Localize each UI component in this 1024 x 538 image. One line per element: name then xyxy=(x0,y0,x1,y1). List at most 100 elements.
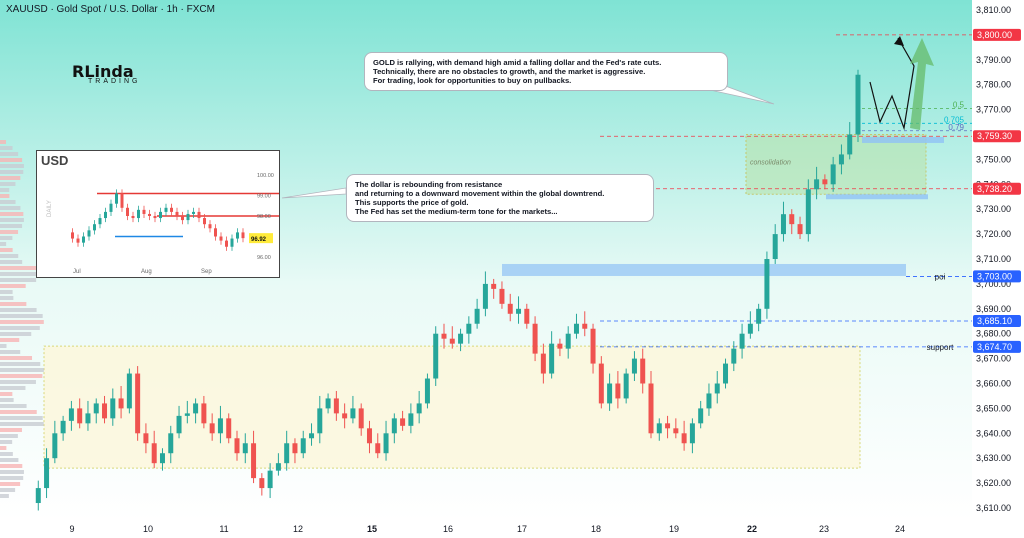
time-tick: 10 xyxy=(143,524,153,534)
time-tick: 11 xyxy=(219,524,228,534)
candle-body xyxy=(838,154,844,165)
candle-body xyxy=(814,179,820,190)
time-tick: 24 xyxy=(895,524,905,534)
price-tag xyxy=(973,340,1021,353)
volume-profile-bar xyxy=(0,434,18,438)
consolidation-label: consolidation xyxy=(750,160,791,167)
inset-candle-body xyxy=(87,230,91,237)
inset-candle-body xyxy=(71,232,74,239)
logo-sub: TRADING xyxy=(88,78,141,85)
dollar-callout: The dollar is rebounding from resistance… xyxy=(346,174,654,222)
volume-profile-bar xyxy=(0,350,21,354)
inset-candle-body xyxy=(175,211,179,216)
volume-profile-bar xyxy=(0,272,43,276)
candle-body xyxy=(557,343,563,349)
inset-candle-body xyxy=(109,203,113,212)
candle-body xyxy=(358,408,364,429)
price-tick: 3,710.00 xyxy=(976,254,1011,264)
candle-body xyxy=(756,308,762,324)
support-zone xyxy=(43,345,861,469)
candle-body xyxy=(805,189,811,235)
inset-time-tick: Sep xyxy=(201,269,212,275)
candle-body xyxy=(499,288,505,304)
time-axis xyxy=(0,520,1024,538)
volume-profile-bar xyxy=(0,482,21,486)
time-tick: 15 xyxy=(367,524,377,534)
candle-body xyxy=(375,443,381,454)
volume-profile-bar xyxy=(0,494,9,498)
candle-body xyxy=(433,333,439,379)
candle-body xyxy=(698,408,704,424)
time-tick: 19 xyxy=(669,524,679,534)
candle-body xyxy=(855,74,861,135)
volume-profile-bar xyxy=(0,428,22,432)
candle-body xyxy=(524,308,530,324)
consolidation-base-bar xyxy=(826,194,928,200)
volume-profile-bar xyxy=(0,308,37,312)
price-tick: 3,650.00 xyxy=(976,403,1011,413)
candle-body xyxy=(631,358,637,374)
price-tick: 3,700.00 xyxy=(976,279,1011,289)
candle-body xyxy=(44,458,50,489)
time-tick: 12 xyxy=(293,524,303,534)
candle-body xyxy=(391,418,397,434)
candle-body xyxy=(491,283,497,289)
inset-candle-body xyxy=(225,240,228,247)
candle-body xyxy=(234,438,240,454)
candle-body xyxy=(77,408,83,424)
inset-candle-body xyxy=(170,207,173,212)
candle-body xyxy=(251,443,257,479)
volume-profile-bar xyxy=(0,194,10,198)
inset-candle-body xyxy=(230,238,234,247)
candle-body xyxy=(665,423,671,429)
candle-body xyxy=(747,323,753,334)
price-tick: 3,670.00 xyxy=(976,354,1011,364)
candle-body xyxy=(259,478,265,489)
volume-profile-bar xyxy=(0,242,7,246)
time-tick: 9 xyxy=(69,524,74,534)
inset-candle-body xyxy=(192,211,195,214)
volume-profile-bar xyxy=(0,386,26,390)
candle-body xyxy=(706,393,712,409)
volume-profile-bar xyxy=(0,368,44,372)
candle-body xyxy=(723,363,729,384)
volume-profile-bar xyxy=(0,218,24,222)
bullish-arrow xyxy=(910,38,934,130)
volume-profile-bar xyxy=(0,416,43,420)
inset-candle-body xyxy=(82,236,85,243)
candle-body xyxy=(68,408,74,421)
candle-body xyxy=(176,415,182,434)
candle-body xyxy=(118,398,124,409)
inset-candle-body xyxy=(208,224,212,229)
price-tick: 3,770.00 xyxy=(976,105,1011,115)
volume-profile-bar xyxy=(0,410,37,414)
candle-body xyxy=(656,423,662,434)
candle-body xyxy=(292,443,298,454)
inset-title: USD xyxy=(41,153,69,168)
volume-profile-bar xyxy=(0,344,7,348)
inset-candle-body xyxy=(203,218,206,225)
candle-body xyxy=(847,134,853,155)
candle-body xyxy=(226,418,232,439)
time-tick: 16 xyxy=(443,524,453,534)
volume-profile-bar xyxy=(0,374,43,378)
candle-body xyxy=(416,403,422,414)
volume-profile-bar xyxy=(0,452,13,456)
inset-candle-body xyxy=(236,232,239,239)
inset-candle-body xyxy=(164,207,168,212)
time-tick: 17 xyxy=(517,524,527,534)
price-tick: 3,640.00 xyxy=(976,428,1011,438)
volume-profile-bar xyxy=(0,458,19,462)
candle-body xyxy=(383,433,389,454)
volume-profile-bar xyxy=(0,314,43,318)
price-tag-label: 3,703.00 xyxy=(977,271,1012,281)
price-tag-label: 3,759.30 xyxy=(977,131,1012,141)
candle-body xyxy=(772,234,778,259)
inset-candle-body xyxy=(159,211,162,219)
inset-candle-body xyxy=(120,193,124,208)
volume-profile-bar xyxy=(0,164,24,168)
candle-body xyxy=(317,408,323,434)
volume-profile-bar xyxy=(0,488,16,492)
candle-body xyxy=(85,413,91,424)
volume-profile-bar xyxy=(0,326,40,330)
